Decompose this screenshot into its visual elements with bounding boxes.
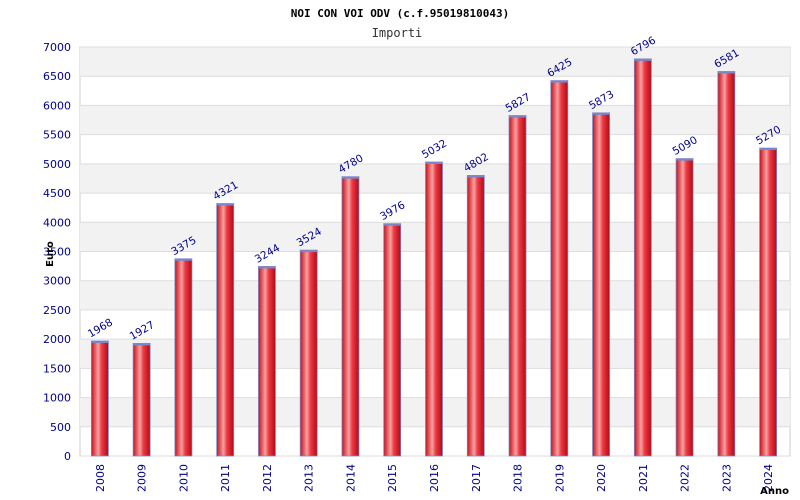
chart-subtitle: Importi: [372, 26, 423, 40]
y-tick-label: 4000: [43, 216, 71, 229]
bar-2015: [383, 223, 402, 457]
bar-cap-2011: [216, 203, 234, 206]
y-tick-label: 4500: [43, 187, 71, 200]
bar-cap-2010: [174, 258, 192, 261]
x-tick-label-2021: 2021: [637, 464, 650, 492]
y-tick-label: 1000: [43, 392, 71, 405]
bar-cap-2012: [258, 266, 276, 269]
bar-cap-2009: [133, 343, 151, 346]
x-tick-label-2019: 2019: [553, 464, 566, 492]
x-tick-label-2023: 2023: [720, 464, 733, 492]
x-tick-label-2020: 2020: [595, 464, 608, 492]
x-axis-ticks: 2008 2009 2010 2011 2012 2013 2014 2015 2016 2017…: [94, 464, 775, 492]
bar-2024: [759, 147, 778, 457]
bar-cap-2018: [509, 115, 527, 118]
x-tick-label-2022: 2022: [679, 464, 692, 492]
bar-2017: [466, 175, 485, 457]
x-tick-label-2014: 2014: [344, 464, 357, 492]
bar-cap-2020: [592, 112, 610, 115]
y-tick-label: 5500: [43, 129, 71, 142]
y-axis-title: Euro: [45, 241, 56, 267]
grid-band: [80, 105, 790, 135]
chart-title: NOI CON VOI ODV (c.f.95019810043): [291, 7, 510, 20]
bar-cap-2024: [759, 148, 777, 151]
bar-cap-2014: [341, 176, 359, 179]
y-tick-label: 1500: [43, 362, 71, 375]
x-tick-label-2013: 2013: [303, 464, 316, 492]
x-tick-label-2012: 2012: [261, 464, 274, 492]
x-tick-label-2009: 2009: [136, 464, 149, 492]
bar-2009: [132, 343, 151, 457]
bar-2023: [717, 71, 736, 457]
bar-2008: [90, 340, 109, 457]
bar-cap-2016: [425, 161, 443, 164]
y-tick-label: 2500: [43, 304, 71, 317]
x-tick-label-2024: 2024: [762, 464, 775, 492]
bar-2010: [174, 258, 193, 457]
y-tick-label: 3000: [43, 275, 71, 288]
x-tick-label-2015: 2015: [386, 464, 399, 492]
bar-2013: [299, 249, 318, 457]
bar-2021: [633, 58, 652, 457]
x-axis-title: Anno: [760, 486, 789, 497]
x-tick-label-2011: 2011: [219, 464, 232, 492]
y-axis-ticks: 0 500 1000 1500 2000 2500 3000 3500 4000 4500 5000…: [43, 41, 71, 463]
bar-2022: [675, 158, 694, 457]
x-tick-label-2017: 2017: [470, 464, 483, 492]
bars: [90, 58, 778, 457]
bar-2020: [592, 112, 610, 457]
y-tick-label: 5000: [43, 158, 71, 171]
bar-cap-2013: [300, 250, 318, 253]
y-tick-label: 7000: [43, 41, 71, 54]
bar-2014: [341, 176, 360, 457]
grid-band: [80, 47, 790, 77]
bar-cap-2022: [676, 158, 694, 161]
x-tick-label-2010: 2010: [177, 464, 190, 492]
bar-2011: [216, 203, 235, 457]
bar-cap-2019: [550, 80, 568, 83]
bar-cap-2017: [467, 175, 485, 178]
bar-2019: [550, 80, 569, 457]
x-tick-label-2018: 2018: [512, 464, 525, 492]
y-tick-label: 3500: [43, 246, 71, 259]
y-tick-label: 500: [50, 421, 71, 434]
y-tick-label: 6500: [43, 70, 71, 83]
y-tick-label: 2000: [43, 333, 71, 346]
bar-2016: [425, 161, 443, 457]
bar-cap-2015: [383, 223, 401, 226]
y-tick-label: 6000: [43, 99, 71, 112]
bar-2012: [258, 266, 276, 457]
bar-cap-2008: [91, 341, 109, 344]
x-tick-label-2008: 2008: [94, 464, 107, 492]
bar-2018: [508, 115, 527, 457]
bar-cap-2021: [634, 58, 652, 61]
bar-cap-2023: [717, 71, 735, 74]
x-tick-label-2016: 2016: [428, 464, 441, 492]
plot-bands: [79, 46, 791, 457]
y-tick-label: 0: [64, 450, 71, 463]
